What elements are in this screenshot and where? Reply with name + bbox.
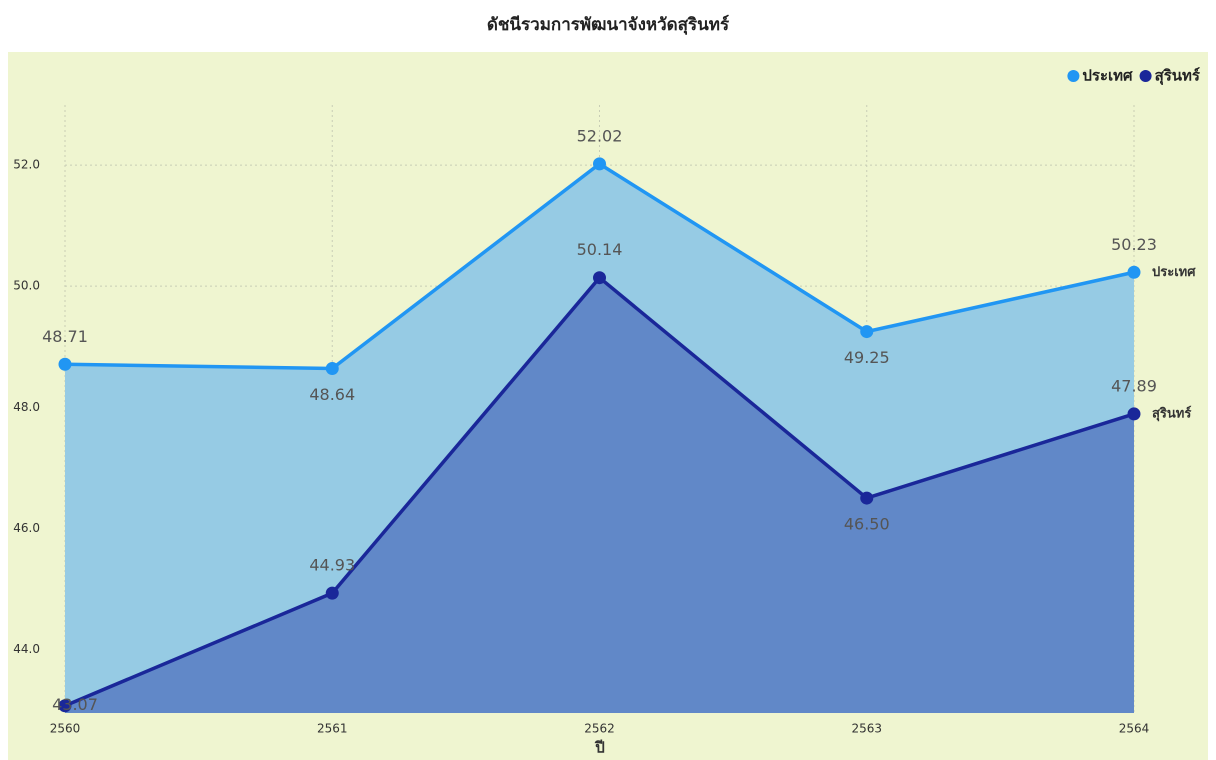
data-label: 43.07: [52, 695, 98, 714]
x-tick-label: 2564: [1119, 722, 1150, 736]
legend-label: ประเทศ: [1082, 67, 1133, 85]
point: [860, 491, 874, 505]
point: [593, 271, 606, 285]
legend-marker: [1139, 70, 1152, 82]
data-label: 48.64: [309, 385, 355, 404]
data-label: 50.14: [577, 240, 623, 259]
x-tick-label: 2563: [851, 722, 882, 736]
series-end-label: ประเทศ: [1152, 265, 1196, 280]
point: [58, 357, 72, 371]
x-tick-label: 2562: [584, 722, 615, 736]
point: [1127, 265, 1141, 279]
x-axis-title: ปี: [594, 739, 604, 757]
point: [593, 157, 606, 171]
data-label: 48.71: [42, 327, 88, 346]
point: [1127, 407, 1141, 421]
point: [58, 699, 72, 713]
y-tick-label: 52.0: [13, 158, 40, 172]
data-label: 44.93: [309, 556, 355, 575]
data-label: 52.02: [577, 126, 623, 145]
data-label: 49.25: [844, 348, 890, 367]
legend-marker: [1067, 70, 1080, 82]
legend-label: สุรินทร์: [1155, 67, 1201, 86]
point: [325, 586, 339, 600]
point: [325, 362, 339, 376]
y-tick-label: 48.0: [13, 400, 40, 414]
x-tick-label: 2560: [50, 722, 81, 736]
series-end-label: สุรินทร์: [1152, 405, 1191, 421]
data-label: 47.89: [1111, 376, 1157, 395]
data-label: 50.23: [1111, 235, 1157, 254]
area-fill: [65, 277, 1134, 713]
point: [860, 325, 874, 339]
chart-title: ดัชนีรวมการพัฒนาจังหวัดสุรินทร์: [487, 14, 730, 35]
x-tick-label: 2561: [317, 722, 348, 736]
y-tick-label: 50.0: [13, 279, 40, 293]
y-tick-label: 46.0: [13, 521, 40, 535]
y-tick-label: 44.0: [13, 642, 40, 656]
data-label: 46.50: [844, 515, 890, 534]
